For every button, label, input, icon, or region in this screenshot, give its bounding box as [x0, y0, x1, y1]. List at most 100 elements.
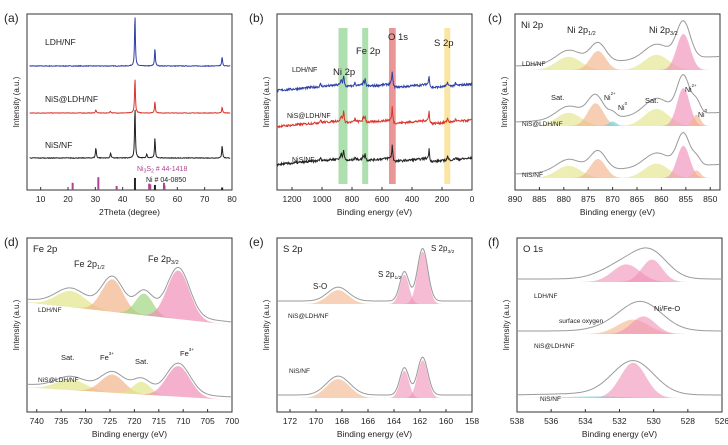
- ann-ni0-a-base: Ni: [618, 105, 625, 112]
- x-tick-label-d: 735: [54, 416, 68, 426]
- ni-component-peak: [515, 163, 720, 178]
- x-tick-label-e: 158: [465, 416, 479, 426]
- series-label-b-0: LDH/NF: [292, 67, 317, 74]
- series-label-c-2: NiS/NF: [522, 172, 543, 179]
- ni-component-peak: [515, 165, 720, 178]
- y-axis-label-a: Intensity (a.u.): [12, 76, 21, 127]
- x-axis-label-a: 2Theta (degree): [99, 207, 160, 217]
- panel-label-d: (d): [4, 235, 19, 249]
- ann-s2p32-base: S 2p: [431, 244, 448, 253]
- panel-e: (e) 172 170 168 166 164 162 160 158 Binding energ…: [249, 235, 479, 439]
- ni-component-peak: [515, 88, 720, 126]
- x-tick-label-f: 538: [510, 416, 524, 426]
- band-Fe-2p: [362, 28, 369, 184]
- fe-component-peak: [27, 379, 232, 400]
- x-axis-label-e: Binding energy (eV): [337, 429, 412, 439]
- band-label-3: S 2p: [434, 38, 454, 49]
- ref-label-part: 2: [151, 169, 154, 175]
- panel-title-e: S 2p: [283, 244, 303, 255]
- panel-label-b: (b): [249, 11, 264, 25]
- survey-series-LDH/NF: [276, 71, 473, 93]
- x-tick-label-e: 160: [439, 416, 453, 426]
- x-tick-label-c: 860: [654, 194, 668, 204]
- x-tick-label-a: 70: [200, 194, 210, 204]
- x-axis-label-c: Binding energy (eV): [580, 207, 655, 217]
- ann-fe2p12: Fe 2p1/2: [74, 259, 105, 271]
- ni-component-peak: [515, 54, 720, 70]
- x-tick-label-a: 10: [36, 194, 46, 204]
- ann-fe2p32-sub: 3/2: [171, 260, 179, 266]
- series-label-e-1: NiS/NF: [289, 368, 310, 375]
- s-component-peak: [277, 290, 472, 304]
- fe-component-peak: [27, 381, 232, 400]
- ni-component-peak: [515, 121, 720, 126]
- ann-fe3plus-b-sup: 3+: [189, 347, 195, 352]
- ann-ni0-b: Ni0: [698, 108, 708, 119]
- fe-component-peak: [27, 366, 232, 400]
- s-component-peak: [277, 274, 472, 304]
- fe-envelope: [27, 362, 233, 398]
- ann-fe2p32-base: Fe 2p: [148, 254, 171, 264]
- panel-a: (a) 10 20 30 40 50 60 70 80 2Theta (degree) Intens…: [4, 11, 237, 217]
- x-tick-label-a: 80: [227, 194, 237, 204]
- x-tick-label-b: 1000: [313, 194, 332, 204]
- series-label-c-0: LDH/NF: [522, 61, 546, 68]
- fe-component-peak: [27, 293, 232, 325]
- ann-ni2plus-a-sup: 2+: [611, 91, 616, 96]
- x-tick-label-b: 400: [405, 194, 419, 204]
- ann-ni0-b-base: Ni: [698, 112, 705, 119]
- ref-label-part: Ni: [137, 166, 144, 173]
- y-axis-label-d: Intensity (a.u.): [12, 299, 21, 350]
- x-tick-label-c: 875: [581, 194, 595, 204]
- y-axis-label-f: Intensity (a.u.): [502, 299, 511, 350]
- ann-ni2p32-base: Ni 2p: [649, 25, 670, 35]
- x-tick-label-e: 170: [309, 416, 323, 426]
- ann-s2p32-sub: 3/2: [447, 249, 454, 255]
- s-envelope: [277, 356, 472, 396]
- x-tick-label-f: 534: [578, 416, 592, 426]
- x-tick-label-d: 725: [103, 416, 117, 426]
- ni-component-peak: [515, 145, 720, 178]
- ann-ni2p12-base: Ni 2p: [567, 25, 588, 35]
- x-tick-label-d: 720: [127, 416, 141, 426]
- series-label-e-0: NiS@LDH/NF: [288, 313, 329, 320]
- ann-s2p12-base: S 2p: [378, 270, 395, 279]
- x-tick-label-a: 20: [63, 194, 73, 204]
- ni-envelope: [514, 74, 721, 123]
- band-O-1s: [388, 28, 396, 184]
- x-tick-label-d: 700: [225, 416, 239, 426]
- o-envelope: [517, 360, 722, 396]
- y-axis-label-b: Intensity (a.u.): [262, 76, 271, 127]
- ann-fe3plus-a-sup: 3+: [109, 351, 115, 356]
- band-S-2p: [444, 28, 451, 184]
- ann-ni2p32-sub: 3/2: [670, 31, 678, 37]
- ann-ni0-a-sup: 0: [625, 101, 628, 106]
- x-tick-label-d: 705: [201, 416, 215, 426]
- x-tick-label-f: 530: [647, 416, 661, 426]
- o-component-peak: [517, 264, 722, 282]
- panel-title-d: Fe 2p: [33, 244, 57, 255]
- ann-sat2: Sat.: [645, 96, 658, 105]
- panel-title-f: O 1s: [523, 244, 543, 255]
- o-component-peak: [517, 319, 722, 334]
- ref-label-ni3s2: Ni3S2 # 44-1418: [137, 166, 187, 175]
- series-label-b-2: NiS/NF: [292, 157, 315, 164]
- ann-sat-d1: Sat.: [61, 353, 74, 362]
- ann-fe2p32: Fe 2p3/2: [148, 254, 179, 266]
- series-label-d-1: NiS@LDH/NF: [38, 377, 79, 384]
- ann-ni2plus-b-sup: 2+: [692, 83, 697, 88]
- x-tick-label-f: 532: [612, 416, 626, 426]
- ni-component-peak: [515, 56, 720, 70]
- ann-s2p12: S 2p1/2: [378, 270, 402, 281]
- ann-ni0-b-sup: 0: [705, 108, 708, 113]
- x-tick-label-b: 0: [470, 194, 475, 204]
- plot-frame-e: [276, 237, 473, 413]
- ni-envelope: [514, 131, 721, 175]
- ann-fe3plus-b-base: Fe: [180, 349, 189, 358]
- x-tick-label-c: 880: [557, 194, 571, 204]
- ni-component-peak: [515, 114, 720, 126]
- panel-d: (d) 740 735 730 725 720 715 710 705 700 Binding en…: [4, 235, 239, 439]
- series-label-f-2: NiS/NF: [540, 396, 561, 403]
- plot-frame-c: [514, 13, 721, 191]
